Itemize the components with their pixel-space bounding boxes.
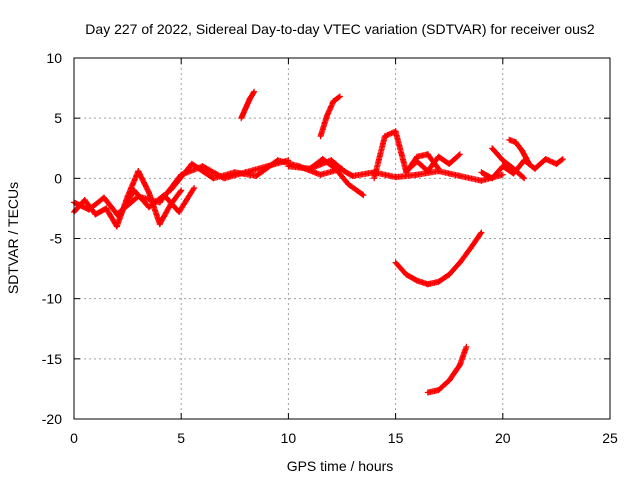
data-point-cluster: [176, 185, 198, 215]
data-point-cluster: [519, 147, 532, 166]
data-point-cluster: [156, 201, 174, 228]
y-tick-label: 0: [54, 170, 62, 186]
data-point-cluster: [246, 88, 258, 102]
axis-ticks: 0 5 10 15 20 25 -20 -15 -10 -5 0 5 10: [42, 50, 618, 446]
chart-title: Day 227 of 2022, Sidereal Day-to-day VTE…: [85, 21, 595, 37]
data-point-cluster: [371, 133, 388, 182]
data-series-sat-track-l: [506, 136, 532, 166]
data-point-cluster: [332, 165, 352, 188]
y-tick-label: 5: [54, 110, 62, 126]
grid-lines: [74, 58, 610, 419]
data-series-sat-track-f: [317, 93, 343, 140]
data-series-sat-track-c: [113, 157, 292, 218]
data-point-cluster: [553, 156, 566, 167]
data-point-cluster: [456, 245, 474, 266]
y-tick-label: -20: [42, 411, 62, 427]
y-tick-label: -10: [42, 291, 62, 307]
data-point-cluster: [456, 172, 485, 184]
data-series-sat-track-h: [306, 156, 367, 199]
data-series: [71, 88, 566, 396]
y-tick-label: -5: [50, 231, 63, 247]
data-point-cluster: [489, 145, 506, 164]
y-tick-label: 10: [46, 50, 62, 66]
data-point-cluster: [330, 93, 343, 105]
data-series-sat-track-a: [71, 168, 185, 230]
data-point-cluster: [188, 160, 217, 182]
data-point-cluster: [499, 157, 517, 172]
x-tick-label: 5: [177, 430, 185, 446]
data-series-sat-track-j: [403, 151, 463, 175]
x-axis-label: GPS time / hours: [287, 458, 394, 474]
data-series-sat-track-m: [489, 145, 528, 182]
x-tick-label: 10: [281, 430, 297, 446]
data-point-cluster: [167, 160, 195, 194]
data-point-cluster: [446, 361, 463, 384]
data-point-cluster: [456, 343, 470, 368]
data-point-cluster: [319, 156, 339, 172]
x-tick-label: 20: [495, 430, 511, 446]
data-point-cluster: [446, 151, 463, 167]
data-point-cluster: [392, 259, 410, 278]
data-point-cluster: [467, 229, 485, 252]
data-point-cluster: [392, 128, 410, 176]
data-series-sat-track-e: [238, 88, 258, 122]
data-series-sat-track-n: [392, 229, 485, 288]
y-axis-label: SDTVAR / TECUs: [5, 182, 21, 294]
x-tick-label: 15: [388, 430, 404, 446]
x-tick-label: 25: [602, 430, 618, 446]
data-point-cluster: [345, 181, 367, 199]
data-point-cluster: [510, 165, 528, 182]
data-point-cluster: [113, 193, 142, 218]
data-point-cluster: [328, 157, 348, 175]
data-point-cluster: [446, 259, 463, 278]
data-point-cluster: [403, 271, 420, 284]
data-series-sat-track-o: [424, 343, 470, 396]
data-point-cluster: [253, 157, 281, 179]
data-point-cluster: [435, 168, 463, 179]
x-tick-label: 0: [70, 430, 78, 446]
data-point-cluster: [435, 377, 453, 394]
y-tick-label: -15: [42, 351, 62, 367]
data-point-cluster: [435, 271, 453, 285]
